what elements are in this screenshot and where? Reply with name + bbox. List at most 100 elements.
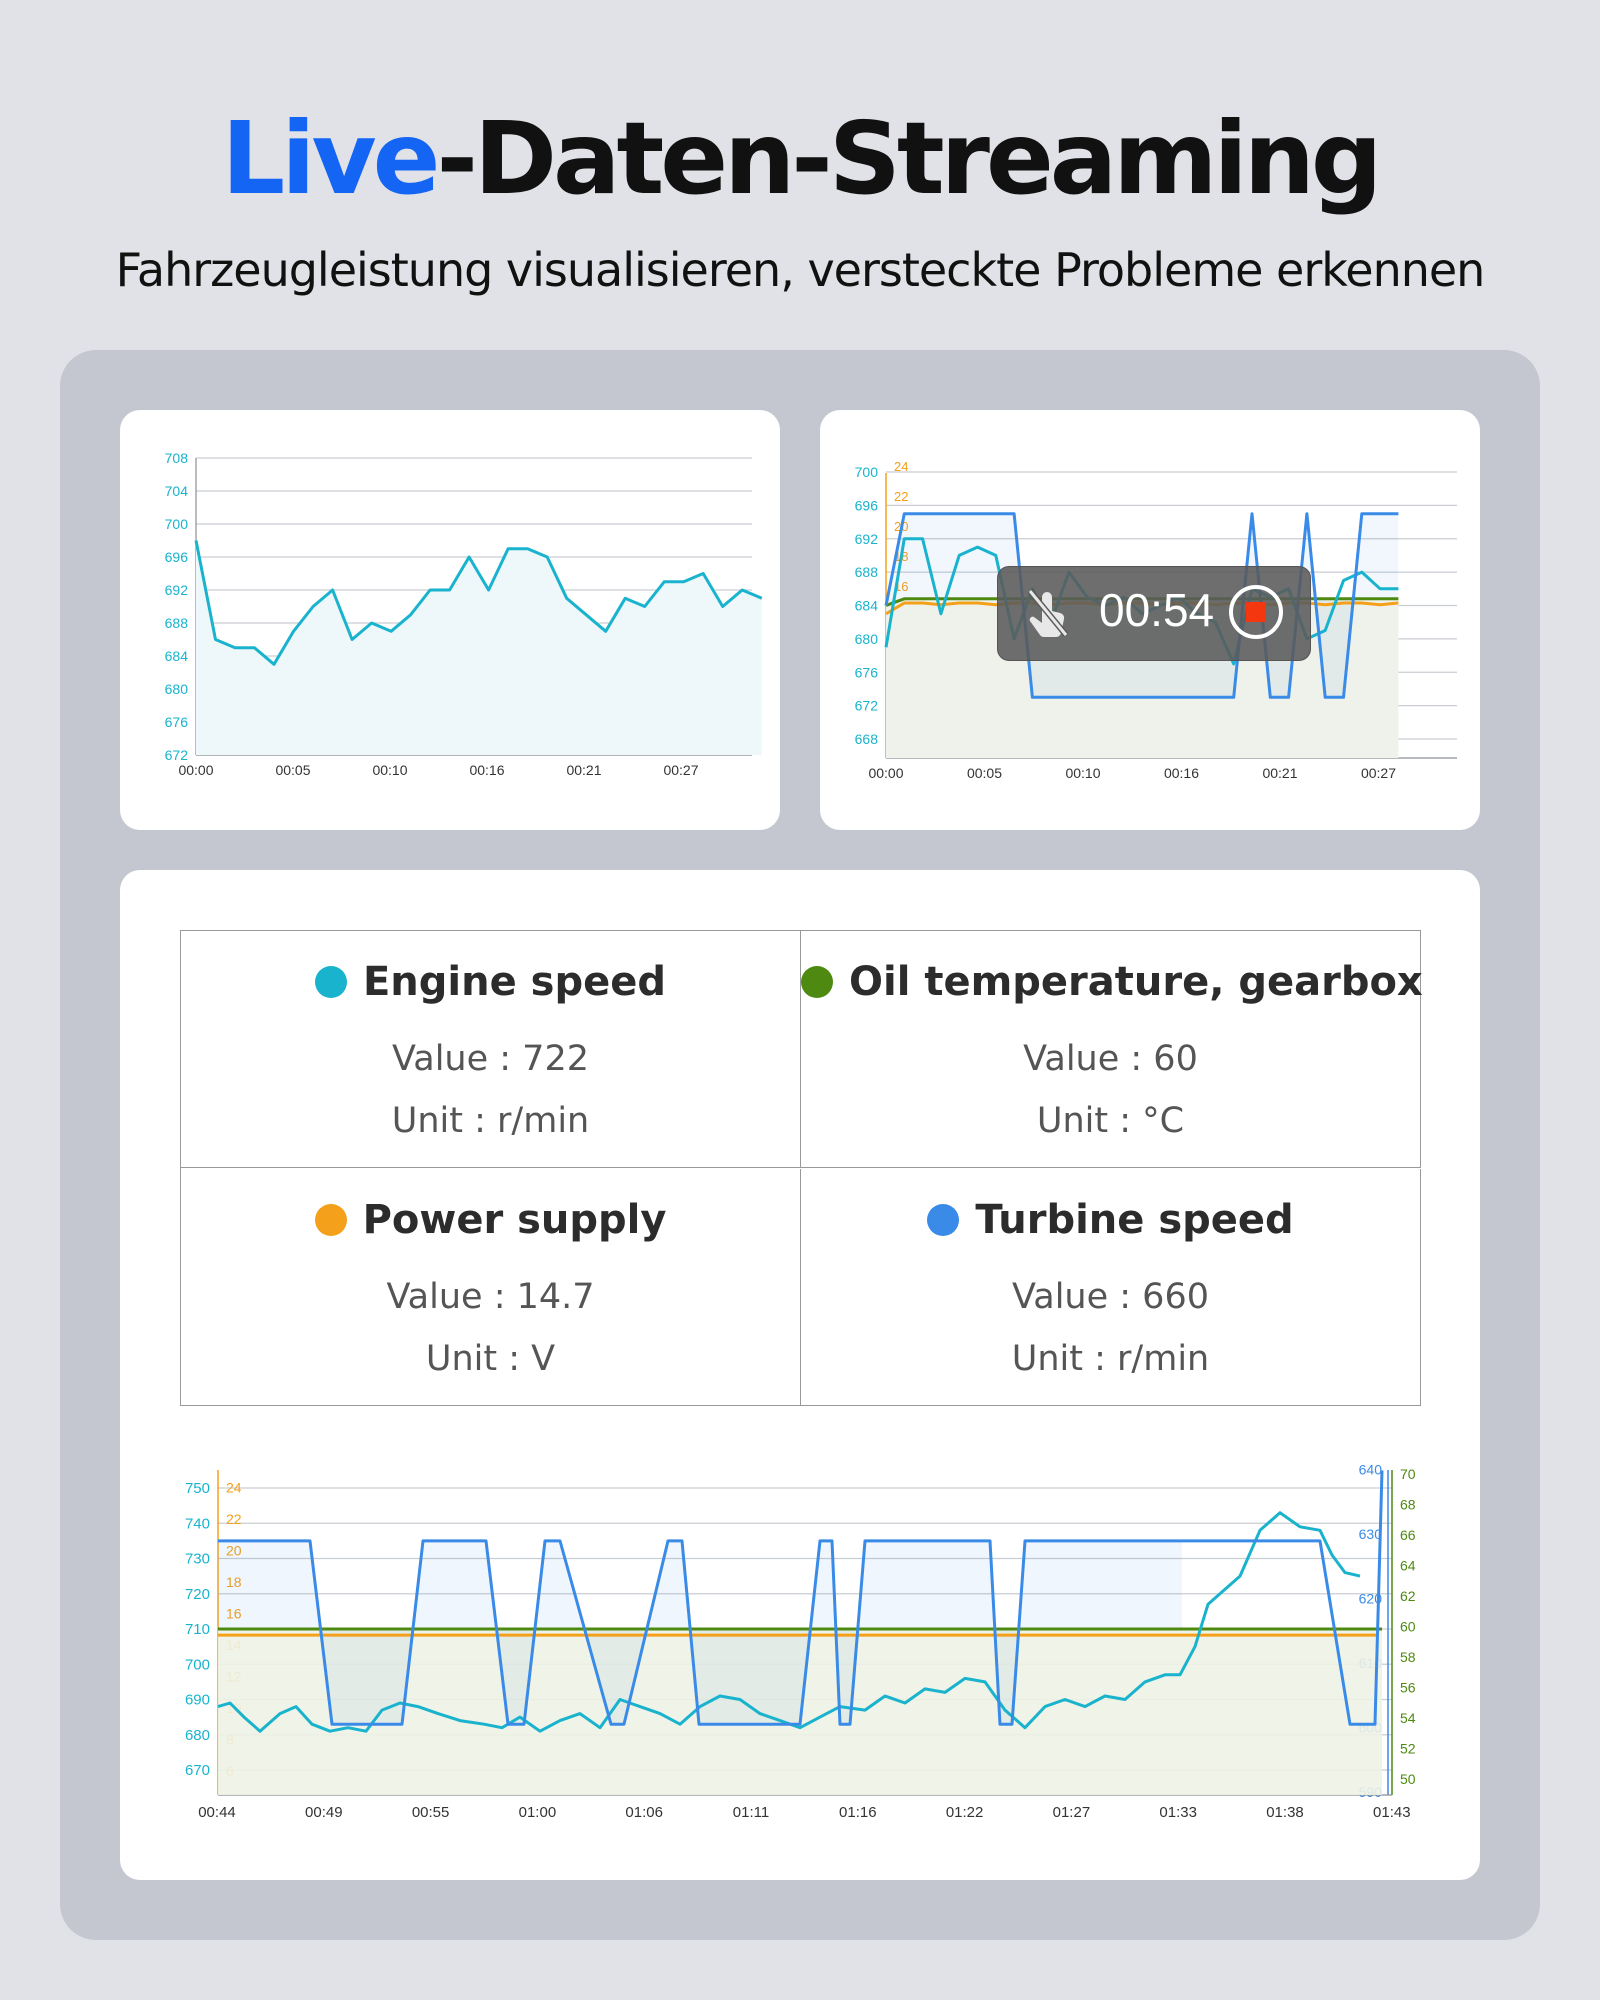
power-supply-dot-icon [314,1203,347,1236]
x-tick-label: 00:00 [178,762,213,778]
x-tick-label: 00:16 [1164,765,1199,781]
y-tick-label: 704 [165,483,189,499]
y3-tick-label: 620 [1359,1591,1383,1607]
y3-tick-label: 630 [1359,1526,1383,1542]
x-tick-label: 00:10 [372,762,407,778]
history-chart: 6706806907007107207307407506810121416182… [185,1462,1416,1822]
param-unit: Unit : r/min [1011,1338,1210,1379]
y2-tick-label: 24 [226,1480,242,1496]
series-area-turbine [218,1540,1182,1725]
x-tick-label: 00:27 [1361,765,1396,781]
oil-temperature-dot-icon [801,966,833,998]
chart-card-single: 672 676 680 684 688 692 696 700 704 708 00:00 00:05… [120,410,780,830]
engine-speed-chart: 672 676 680 684 688 692 696 700 704 708 00:00 00:05… [165,450,763,778]
y4-tick-label: 54 [1400,1710,1416,1726]
x-tick-label: 01:16 [839,1804,877,1821]
x-tick-label: 01:11 [733,1804,769,1821]
y-tick-label: 696 [855,497,879,513]
x-tick-label: 00:55 [412,1804,450,1821]
y-tick-label: 676 [855,664,879,680]
y4-tick-label: 64 [1400,1558,1416,1574]
param-engine-speed[interactable]: Engine speed Value : 722 Unit : r/min [181,931,801,1168]
y4-tick-label: 60 [1400,1619,1416,1635]
stop-record-icon[interactable] [1229,585,1283,639]
y3-tick-label: 640 [1359,1462,1383,1478]
y4-tick-label: 52 [1400,1741,1416,1757]
y4-tick-label: 66 [1400,1527,1416,1543]
y-tick-label: 690 [185,1692,210,1709]
y-tick-label: 700 [185,1656,210,1673]
x-tick-label: 00:49 [305,1804,343,1821]
series-area [196,540,762,755]
y-tick-label: 696 [165,549,189,565]
param-name: Turbine speed [975,1196,1294,1243]
y-tick-label: 740 [185,1515,210,1532]
y-tick-label: 708 [165,450,189,466]
x-tick-label: 00:10 [1065,765,1100,781]
x-tick-label: 00:16 [469,762,504,778]
y4-tick-label: 50 [1400,1771,1416,1787]
y2-tick-label: 24 [894,459,908,474]
y2-tick-label: 22 [894,489,908,504]
param-value: Value : 14.7 [386,1276,595,1317]
recording-time: 00:54 [1099,584,1215,636]
x-tick-label: 00:05 [967,765,1002,781]
x-tick-label: 00:44 [198,1804,236,1821]
param-value: Value : 60 [1023,1039,1198,1079]
y4-tick-label: 62 [1400,1588,1416,1604]
y2-tick-label: 16 [226,1606,242,1622]
x-tick-label: 01:43 [1373,1804,1411,1821]
param-unit: Unit : °C [1036,1101,1185,1141]
y-tick-label: 750 [185,1480,210,1497]
param-name: Engine speed [362,959,666,1005]
x-tick-label: 01:33 [1159,1804,1197,1821]
series-line-engine-speed [194,540,763,666]
param-value: Value : 722 [392,1039,589,1079]
series-line-engine-speed [217,1511,1361,1733]
y-tick-label: 700 [855,464,879,480]
x-tick-label: 01:06 [625,1804,663,1821]
y4-tick-label: 68 [1400,1497,1416,1513]
touch-disabled-icon[interactable] [1026,587,1070,639]
param-unit: Unit : r/min [391,1101,590,1141]
y-tick-label: 668 [855,731,879,747]
y4-tick-label: 58 [1400,1649,1416,1665]
param-name: Power supply [362,1196,667,1243]
param-oil-temperature[interactable]: Oil temperature, gearbox Value : 60 Unit… [801,931,1423,1168]
page-title-rest: -Daten-Streaming [436,100,1383,217]
y-tick-label: 680 [185,1727,210,1744]
y2-tick-label: 18 [226,1574,242,1590]
engine-speed-dot-icon [314,966,347,998]
y-tick-label: 684 [855,598,879,614]
x-tick-label: 00:05 [275,762,310,778]
x-tick-label: 00:21 [1262,765,1297,781]
series-line-turbine-speed [884,512,1399,699]
y-tick-label: 680 [855,631,879,647]
y-tick-label: 730 [185,1551,210,1568]
x-tick-label: 01:22 [946,1804,984,1821]
y-tick-label: 692 [165,582,189,598]
y-tick-label: 684 [165,648,189,664]
y4-tick-label: 56 [1400,1680,1416,1696]
chart-card-history: 6706806907007107207307407506810121416182… [120,1440,1480,1860]
y-tick-label: 692 [855,531,879,547]
y-tick-label: 676 [165,714,189,730]
param-value: Value : 660 [1012,1276,1209,1317]
y2-tick-label: 22 [226,1511,242,1527]
y-tick-label: 700 [165,516,189,532]
y-tick-label: 710 [185,1621,210,1638]
param-unit: Unit : V [425,1338,556,1379]
param-name: Oil temperature, gearbox [849,959,1423,1005]
x-tick-label: 00:00 [868,765,903,781]
param-turbine-speed[interactable]: Turbine speed Value : 660 Unit : r/min [801,1168,1421,1406]
series-line-turbine-speed [218,1470,1384,1726]
param-power-supply[interactable]: Power supply Value : 14.7 Unit : V [181,1168,801,1406]
y-tick-label: 688 [855,564,879,580]
x-tick-label: 01:27 [1053,1804,1091,1821]
y2-tick-label: 20 [226,1543,242,1559]
y-tick-label: 680 [165,681,189,697]
y-tick-label: 720 [185,1586,210,1603]
y-tick-label: 672 [165,747,189,763]
y-tick-label: 670 [185,1762,210,1779]
page-subtitle: Fahrzeugleistung visualisieren, versteck… [115,243,1486,297]
